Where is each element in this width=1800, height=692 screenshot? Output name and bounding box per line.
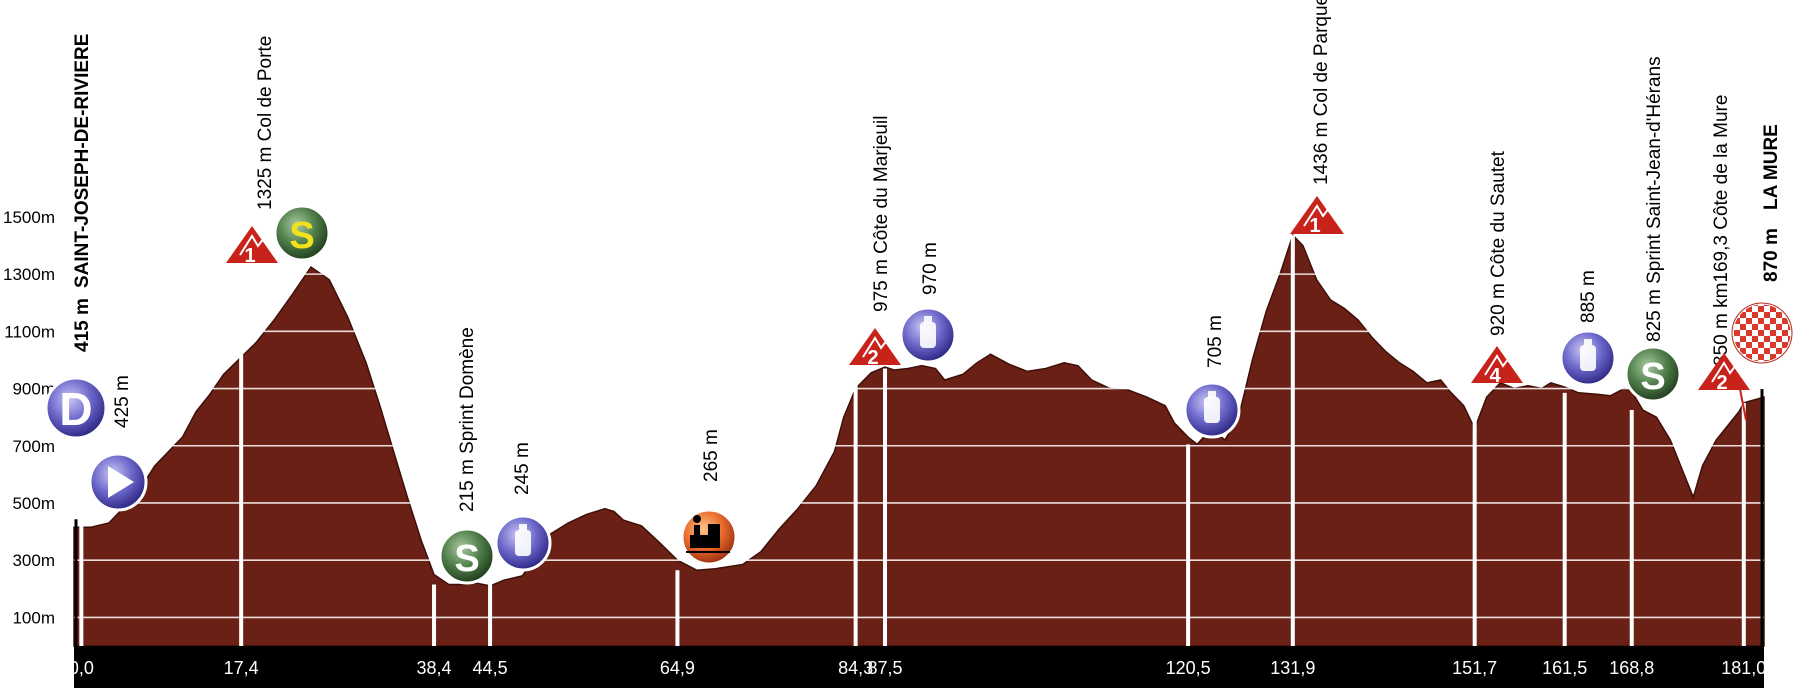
feed-bottle-icon-4 [1559,329,1617,387]
start-d-badge-icon: D [44,376,108,440]
km-tick-label: 84,3 [838,658,873,678]
waypoint-label: 850 m km169,3 Côte de la Mure [1711,95,1732,366]
mountain-cat-4-sautet-icon: 4 [1471,346,1523,387]
km-tick-label: 64,9 [660,658,695,678]
waypoint-label: 425 m [112,375,133,428]
sprint-yellow-icon: S [273,204,331,262]
km-tick-labels: 0,0 17,4 38,4 44,5 64,9 84,387,5 120,5 131,9 151… [69,658,1766,678]
waypoint-label: 1325 m Col de Porte [255,36,276,210]
feed-bottle-icon-1 [494,514,552,572]
svg-text:1: 1 [1309,215,1320,237]
svg-text:S: S [454,538,479,580]
km-tick-label: 0,0 [69,658,94,678]
mountain-cat-2-la-mure-icon: 2 [1698,353,1750,421]
waypoint-labels: 425 m 1325 m Col de Porte 215 m Sprint Dom… [112,0,1732,512]
y-tick-label: 1300m [3,265,55,284]
mountain-cat-2-marjeuil-icon: 2 [849,328,901,369]
waypoint-label: 245 m [512,442,533,495]
finish-checkered-icon [1730,301,1794,365]
y-tick-label: 900m [12,380,55,399]
sprint-domene-icon: S [438,527,496,585]
waypoint-label: 1436 m Col de Parquetout [1311,0,1332,185]
feed-bottle-icon-3 [1183,381,1241,439]
waypoint-label: 825 m Sprint Saint-Jean-d'Hérans [1644,56,1665,342]
y-axis: 100m 300m 500m 700m 900m 1100m 1300m 1500m [3,208,55,627]
km-tick-label: 17,4 [224,658,259,678]
km-tick-label: 120,5 [1166,658,1211,678]
y-tick-label: 300m [12,551,55,570]
svg-text:2: 2 [867,347,878,369]
km-tick-label: 168,8 [1609,658,1654,678]
svg-text:2: 2 [1716,372,1727,394]
km-tick-label: 38,4 [417,658,452,678]
start-town-name: SAINT-JOSEPH-DE-RIVIERE [72,34,93,288]
svg-text:S: S [289,215,314,257]
km-tick-label: 181,0 [1721,658,1766,678]
waypoint-label: 970 m [920,242,941,295]
km-tick-label: 44,5 [473,658,508,678]
y-tick-label: 100m [12,608,55,627]
start-arrow-icon [88,452,148,512]
waypoint-label: 975 m Côte du Marjeuil [871,116,892,312]
y-tick-label: 1100m [4,322,55,341]
km-tick-label: 161,5 [1542,658,1587,678]
finish-town-name: LA MURE [1761,124,1782,210]
y-tick-label: 500m [12,494,55,513]
waypoint-label: 215 m Sprint Domène [457,327,478,512]
svg-text:S: S [1640,356,1665,398]
km-tick-label: 151,7 [1452,658,1497,678]
waypoint-label: 920 m Côte du Sautet [1488,150,1509,336]
start-d-letter: D [59,383,92,435]
km-tick-label: 131,9 [1270,658,1315,678]
sprint-saint-jean-icon: S [1624,345,1682,403]
waypoint-label: 885 m [1578,270,1599,323]
start-labels: 415 m SAINT-JOSEPH-DE-RIVIERE [72,34,93,352]
feed-bottle-icon-2 [899,306,957,364]
mountain-cat-1-col-de-porte-icon: 1 [226,226,278,267]
y-tick-label: 1500m [3,208,55,227]
km-tick-label: 87,5 [867,658,902,678]
y-tick-label: 700m [12,437,55,456]
svg-text:1: 1 [244,245,255,267]
svg-text:4: 4 [1489,365,1501,387]
waypoint-label: 705 m [1205,315,1226,368]
finish-labels: 870 m LA MURE [1761,124,1782,282]
mountain-cat-1-parquetout-icon: 1 [1290,196,1344,237]
waypoint-label: 265 m [701,429,722,482]
finish-elevation-label: 870 m [1761,228,1782,282]
start-elevation-label: 415 m [72,298,93,352]
km-guide-lines [74,235,1764,646]
km-bar [74,646,1764,688]
elevation-profile-area [73,233,1765,647]
train-icon [680,508,738,566]
